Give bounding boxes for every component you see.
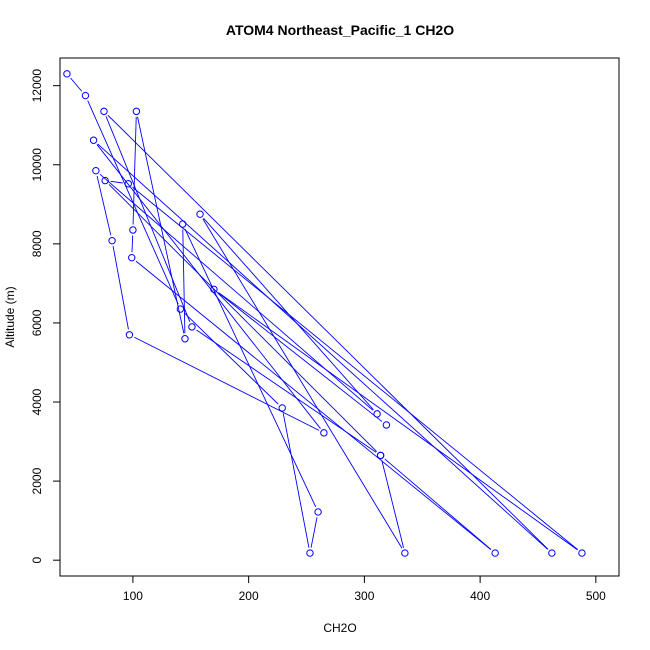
- data-point: [132, 107, 141, 116]
- data-point: [178, 220, 187, 228]
- x-axis: 100 200 300 400 500: [123, 576, 606, 603]
- series-segment: [132, 116, 137, 225]
- series-line: [70, 77, 578, 551]
- data-point: [278, 404, 286, 412]
- data-point: [125, 331, 134, 339]
- data-point: [181, 335, 189, 343]
- series-segment: [381, 460, 404, 548]
- data-point: [89, 136, 98, 144]
- x-tick-label: 200: [239, 589, 259, 603]
- series-markers: [63, 70, 586, 557]
- series-segment: [107, 114, 549, 550]
- series-segment: [70, 77, 83, 92]
- data-point: [63, 70, 71, 78]
- series-segment: [196, 329, 377, 453]
- y-axis: 0 2000 4000 6000 8000 10000 12000: [30, 69, 60, 564]
- x-tick-label: 400: [470, 589, 490, 603]
- data-point: [81, 91, 90, 100]
- series-segment: [105, 116, 191, 322]
- chart-title: ATOM4 Northeast_Pacific_1 CH2O: [226, 22, 454, 38]
- data-point: [382, 421, 391, 429]
- data-point: [376, 451, 385, 460]
- data-point: [491, 549, 499, 557]
- series-segment: [99, 173, 374, 411]
- data-point: [314, 508, 322, 516]
- data-point: [129, 226, 137, 234]
- y-tick-label: 6000: [30, 309, 44, 336]
- data-point: [320, 429, 328, 437]
- series-segment: [310, 517, 318, 548]
- series-segment: [183, 312, 279, 405]
- data-point: [373, 410, 381, 418]
- x-tick-label: 100: [123, 589, 143, 603]
- y-tick-label: 4000: [30, 388, 44, 415]
- y-tick-label: 10000: [30, 148, 44, 182]
- data-point: [100, 107, 108, 116]
- series-segment: [110, 180, 123, 184]
- series-segment: [134, 336, 320, 431]
- y-tick-label: 2000: [30, 467, 44, 494]
- series-segment: [96, 144, 321, 429]
- series-segment: [184, 228, 317, 508]
- y-tick-label: 0: [30, 557, 44, 564]
- series-segment: [282, 413, 310, 548]
- x-tick-label: 500: [586, 589, 606, 603]
- data-point: [108, 236, 116, 245]
- data-point: [176, 305, 185, 313]
- data-point: [196, 210, 204, 218]
- y-tick-label: 8000: [30, 230, 44, 257]
- series-segment: [217, 292, 383, 422]
- series-segment: [182, 229, 186, 334]
- series-segment: [132, 186, 578, 550]
- data-point: [188, 323, 196, 331]
- plot-frame: [59, 57, 620, 577]
- series-segment: [135, 260, 492, 550]
- data-point: [578, 549, 586, 557]
- x-tick-label: 300: [354, 589, 374, 603]
- series-segment: [384, 458, 492, 550]
- series-segment: [108, 184, 378, 452]
- series-segment: [202, 218, 403, 549]
- series-segment: [131, 235, 134, 253]
- data-point: [306, 549, 314, 557]
- data-point: [210, 285, 218, 294]
- series-segment: [96, 175, 112, 236]
- data-point: [128, 253, 136, 262]
- y-axis-label: Altitude (m): [3, 286, 17, 347]
- series-segment: [97, 143, 549, 550]
- data-point: [401, 549, 409, 557]
- y-tick-label: 12000: [30, 69, 44, 103]
- data-point: [92, 166, 100, 175]
- series-segment: [112, 246, 129, 330]
- data-point: [101, 176, 109, 185]
- data-point: [548, 549, 556, 557]
- series-segment: [218, 292, 578, 551]
- data-point: [124, 180, 132, 188]
- x-axis-label: CH2O: [323, 621, 356, 635]
